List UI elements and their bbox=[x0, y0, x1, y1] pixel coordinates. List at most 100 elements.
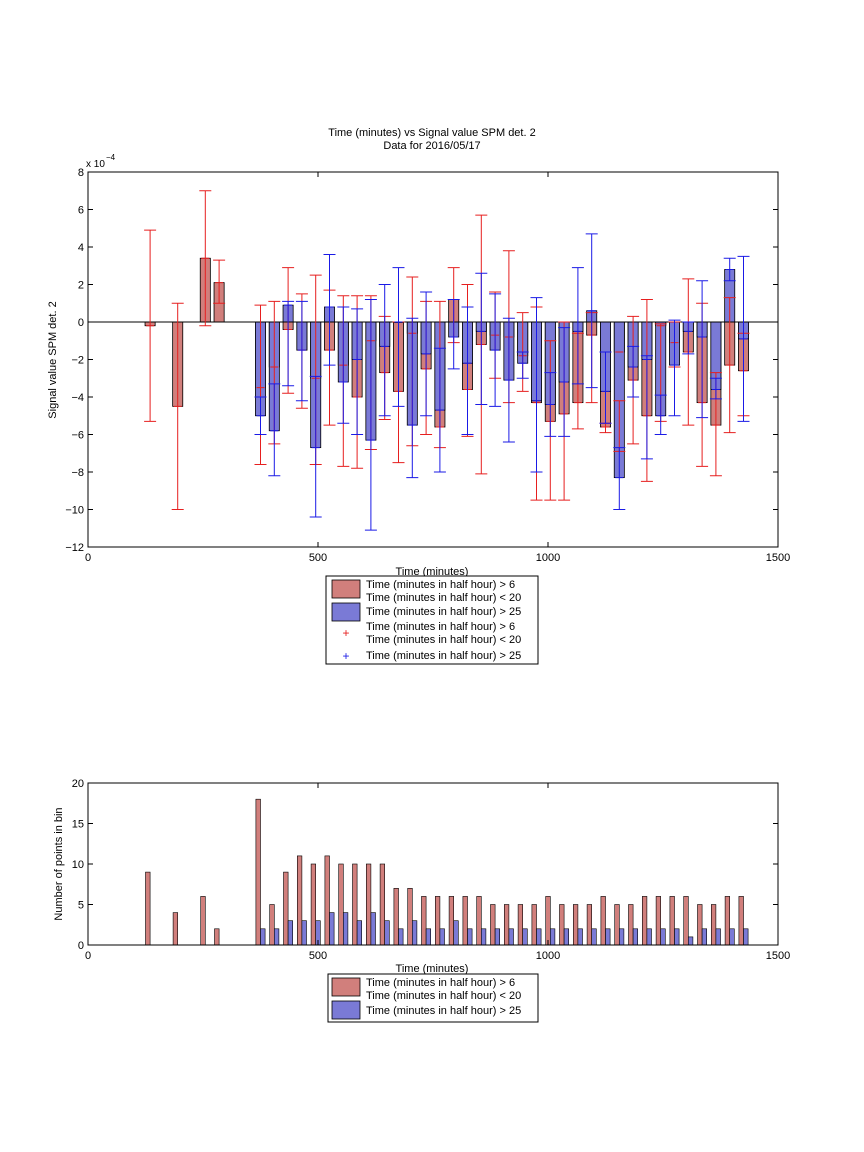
count-bar-red bbox=[296, 855, 303, 946]
bottom-legend-swatch-red bbox=[331, 977, 361, 997]
bottom-x-tick-label: 1000 bbox=[536, 950, 560, 962]
count-bar-blue bbox=[329, 912, 335, 946]
legend-marker-red: + bbox=[342, 626, 349, 640]
count-bar-blue bbox=[522, 928, 528, 946]
legend-label-blue: Time (minutes in half hour) > 25 bbox=[366, 606, 521, 618]
count-bar-blue bbox=[342, 912, 349, 946]
count-bar-blue bbox=[384, 920, 390, 946]
count-bar-blue bbox=[508, 928, 514, 946]
bottom-axes: 0 500 1000 1500 0 5 10 15 20 bbox=[72, 778, 790, 962]
count-bar-red bbox=[214, 928, 220, 946]
legend-marker-blue: + bbox=[342, 649, 349, 663]
count-bar-blue bbox=[453, 920, 459, 946]
count-bar-red bbox=[379, 863, 386, 946]
count-bar-red bbox=[434, 896, 441, 946]
bottom-x-axis-label: Time (minutes) bbox=[396, 963, 469, 975]
bottom-y-tick-label: 10 bbox=[72, 859, 84, 871]
top-y-tick-label: −10 bbox=[65, 505, 84, 517]
top-legend: Time (minutes in half hour) > 6 Time (mi… bbox=[325, 575, 539, 665]
top-y-tick-label: 0 bbox=[78, 317, 84, 329]
count-bar-red bbox=[586, 904, 592, 946]
count-bar-blue bbox=[549, 928, 556, 946]
top-y-tick-label: 6 bbox=[78, 205, 84, 217]
top-y-axis-label: Signal value SPM det. 2 bbox=[47, 301, 59, 418]
count-bar-red bbox=[710, 904, 717, 946]
count-bar-red bbox=[490, 904, 496, 946]
bottom-y-tick-label: 0 bbox=[78, 940, 84, 952]
count-bar-red bbox=[310, 863, 317, 946]
count-bar-red bbox=[365, 863, 372, 946]
count-bar-blue bbox=[743, 928, 749, 946]
count-bar-blue bbox=[701, 928, 707, 946]
count-bar-red bbox=[407, 887, 413, 946]
count-bar-red bbox=[545, 896, 551, 946]
count-bar-red bbox=[572, 904, 579, 946]
bottom-legend-label-red-line2: Time (minutes in half hour) < 20 bbox=[366, 990, 521, 1002]
count-bar-red bbox=[697, 904, 703, 946]
top-y-tick-label: −12 bbox=[65, 542, 84, 554]
top-y-tick-label: 8 bbox=[78, 167, 84, 179]
top-y-tick-label: 4 bbox=[78, 242, 84, 254]
top-x-tick-label: 0 bbox=[85, 552, 91, 564]
count-bar-red bbox=[655, 896, 661, 946]
count-bar-red bbox=[628, 904, 634, 946]
top-axes: 0 500 1000 1500 −12 −10 −8 −6 −4 −2 0 2 4 6 8 bbox=[65, 167, 790, 564]
count-bar-blue bbox=[287, 920, 294, 946]
bottom-y-tick-label: 20 bbox=[72, 778, 84, 790]
bottom-x-tick-label: 0 bbox=[85, 950, 91, 962]
count-bar-blue bbox=[577, 928, 583, 946]
count-bar-red bbox=[600, 896, 606, 946]
count-bar-red bbox=[683, 896, 689, 946]
top-x-axis-label: Time (minutes) bbox=[396, 566, 469, 578]
count-bar-red bbox=[283, 871, 289, 946]
count-bar-red bbox=[462, 896, 468, 946]
count-bar-blue bbox=[425, 928, 432, 946]
count-bar-blue bbox=[632, 928, 638, 946]
bottom-legend-swatch-blue bbox=[331, 1000, 361, 1020]
legend-label-red-line1: Time (minutes in half hour) > 6 bbox=[366, 579, 515, 591]
bottom-legend: Time (minutes in half hour) > 6 Time (mi… bbox=[327, 973, 539, 1023]
count-bar-blue bbox=[646, 928, 652, 946]
count-bar-blue bbox=[715, 928, 721, 946]
count-bar-red bbox=[448, 896, 455, 946]
figure-title-line1: Time (minutes) vs Signal value SPM det. … bbox=[328, 127, 535, 139]
count-bar-red bbox=[517, 904, 523, 946]
count-bar-red bbox=[352, 863, 358, 946]
count-bar-blue bbox=[439, 928, 445, 946]
count-bar-blue bbox=[605, 928, 611, 946]
count-bar-blue bbox=[494, 928, 501, 946]
top-y-exponent-power: −4 bbox=[106, 153, 116, 162]
count-bar-blue bbox=[674, 928, 680, 946]
count-bar-red bbox=[324, 855, 330, 946]
count-bar-chart: 0 500 1000 1500 0 5 10 15 20 Time (minutes) Numb… bbox=[53, 778, 790, 975]
count-bar-red bbox=[269, 904, 275, 946]
count-bar-blue bbox=[273, 928, 280, 946]
top-y-tick-label: 2 bbox=[78, 280, 84, 292]
legend-label-red-line2: Time (minutes in half hour) < 20 bbox=[366, 592, 521, 604]
count-bar-blue bbox=[467, 928, 473, 946]
count-bar-blue bbox=[398, 928, 404, 946]
count-bar-blue bbox=[411, 920, 418, 946]
top-y-exponent-base: x 10 bbox=[86, 159, 105, 170]
count-bar-blue bbox=[536, 928, 542, 946]
count-bar-red bbox=[614, 904, 620, 946]
top-x-tick-label: 1000 bbox=[536, 552, 560, 564]
count-bar-blue bbox=[260, 928, 266, 946]
count-bar-red bbox=[172, 912, 179, 946]
count-bar-red bbox=[641, 896, 648, 946]
legend-label-red-err-line1: Time (minutes in half hour) > 6 bbox=[366, 621, 515, 633]
count-bar-red bbox=[421, 896, 427, 946]
count-bar-red bbox=[145, 871, 151, 946]
count-bar-red bbox=[338, 863, 344, 946]
bottom-y-tick-label: 15 bbox=[72, 819, 84, 831]
top-y-tick-label: −4 bbox=[71, 392, 84, 404]
count-bar-red bbox=[531, 904, 537, 946]
count-bar-red bbox=[669, 896, 675, 946]
series-blue-errorbars bbox=[254, 233, 750, 531]
count-bar-blue bbox=[370, 912, 376, 946]
figure-title-line2: Data for 2016/05/17 bbox=[383, 140, 480, 152]
bottom-x-tick-label: 500 bbox=[309, 950, 327, 962]
top-y-tick-label: −2 bbox=[71, 355, 84, 367]
